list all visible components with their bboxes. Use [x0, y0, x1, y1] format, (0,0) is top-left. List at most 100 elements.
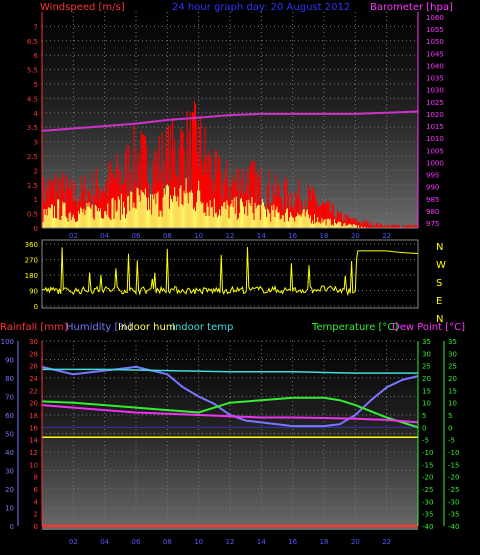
compass-s: S [436, 278, 442, 289]
wind-x-tick: 08 [163, 232, 172, 240]
wind-y-tick: 7 [34, 23, 38, 31]
temp-y-tick: 25 [422, 363, 431, 371]
rain-y-tick: 18 [29, 412, 38, 420]
indoor-temp-label: Indoor temp [172, 322, 233, 333]
humidity-y-tick: 100 [1, 338, 14, 346]
direction-y-tick: 90 [29, 288, 38, 296]
direction-axes: 0 90 180 270 360 [25, 241, 38, 311]
wind-baro-panel: Windspeed [m/s] 24 hour graph day: 20 Au… [27, 2, 453, 240]
wind-x-tick: 10 [194, 232, 203, 240]
temp-y-tick: 5 [422, 412, 426, 420]
direction-y-tick: 270 [25, 257, 38, 265]
baro-y-tick: 985 [426, 196, 439, 204]
temp-x-tick: 08 [163, 538, 172, 546]
baro-y-tick: 1055 [426, 26, 444, 34]
wind-y-tick: 3.5 [27, 124, 38, 132]
dew-y-tick: -10 [448, 449, 459, 457]
baro-y-tick: 1045 [426, 50, 444, 58]
baro-y-tick: 990 [426, 184, 439, 192]
dew-y-tick: -35 [448, 511, 459, 519]
dew-y-tick: 30 [448, 350, 457, 358]
wind-y-tick: 1.5 [27, 182, 38, 190]
humidity-y-tick: 50 [5, 431, 14, 439]
dew-y-tick: 10 [448, 400, 457, 408]
temp-y-tick: 15 [422, 387, 431, 395]
rain-y-tick: 24 [29, 375, 38, 383]
dewpoint-label: Dew Point [°C] [392, 322, 465, 333]
compass-n-top: N [436, 242, 443, 253]
temp-y-tick: -15 [422, 461, 433, 469]
humidity-y-tick: 70 [5, 394, 14, 402]
baro-y-tick: 1005 [426, 147, 444, 155]
temp-x-tick: 18 [320, 538, 329, 546]
baro-y-tick: 980 [426, 208, 439, 216]
rain-y-tick: 0 [34, 523, 38, 531]
wind-y-tick: 5.5 [27, 67, 38, 75]
direction-line [41, 247, 419, 297]
dew-y-tick: 35 [448, 338, 457, 346]
baro-y-tick: 1050 [426, 38, 444, 46]
graph-title: 24 hour graph day: 20 August 2012 [172, 2, 350, 13]
baro-y-tick: 975 [426, 220, 439, 228]
temp-x-tick: 02 [69, 538, 78, 546]
baro-y-tick: 995 [426, 172, 439, 180]
barometer-line [41, 110, 419, 132]
compass-e: E [436, 296, 442, 307]
wind-y-tick: 6 [34, 52, 39, 60]
wind-y-tick: 2.5 [27, 153, 38, 161]
dew-y-tick: 5 [448, 412, 452, 420]
dew-y-tick: 25 [448, 363, 457, 371]
wind-x-tick: 06 [132, 232, 141, 240]
dew-y-tick: -5 [448, 437, 455, 445]
baro-y-tick: 1015 [426, 123, 444, 131]
direction-y-tick: 360 [25, 241, 38, 249]
indoor-temp-line [42, 368, 418, 374]
compass-n-bottom: N [436, 314, 443, 325]
dew-y-tick: -20 [448, 474, 459, 482]
windspeed-label: Windspeed [m/s] [40, 2, 125, 13]
direction-panel: 0 90 180 270 360 N W S E N [25, 239, 446, 325]
rainfall-label: Rainfall [mm] [0, 322, 68, 333]
wind-x-tick: 20 [351, 232, 360, 240]
dew-y-tick: 20 [448, 375, 457, 383]
wind-x-tick: 16 [288, 232, 297, 240]
compass-w: W [436, 260, 446, 271]
wind-y-tick: 4 [34, 110, 39, 118]
dew-y-tick: 0 [448, 424, 452, 432]
temp-y-tick: -20 [422, 474, 433, 482]
temp-y-tick: 20 [422, 375, 431, 383]
rain-y-tick: 22 [29, 387, 38, 395]
indoor-hum-label: Indoor hum [118, 322, 176, 333]
temp-x-tick: 22 [382, 538, 391, 546]
dew-y-tick: 15 [448, 387, 457, 395]
humidity-y-tick: 10 [5, 505, 14, 513]
temp-hum-panel: Rainfall [mm] Humidity [%] Indoor hum In… [0, 322, 465, 546]
baro-y-tick: 1010 [426, 135, 444, 143]
temp-x-tick: 12 [226, 538, 235, 546]
temp-x-tick: 14 [257, 538, 266, 546]
rain-y-tick: 28 [29, 350, 38, 358]
wind-y-tick: 6.5 [27, 38, 38, 46]
dew-y-tick: -40 [448, 523, 459, 531]
wind-x-tick: 14 [257, 232, 266, 240]
rain-y-tick: 10 [29, 461, 38, 469]
temp-x-tick: 10 [194, 538, 203, 546]
rain-y-tick: 30 [29, 338, 38, 346]
humidity-y-tick: 90 [5, 357, 14, 365]
wind-x-tick: 22 [382, 232, 391, 240]
direction-series [41, 247, 419, 297]
rain-y-tick: 6 [34, 486, 39, 494]
rain-y-tick: 12 [29, 449, 38, 457]
barometer-label: Barometer [hpa] [370, 2, 453, 13]
temp-series [41, 365, 419, 528]
wind-x-tick: 04 [100, 232, 109, 240]
temp-axes: 02 04 06 08 10 12 14 16 18 20 22010203040506070809… [1, 338, 460, 546]
temp-x-tick: 16 [288, 538, 297, 546]
temp-y-tick: -10 [422, 449, 433, 457]
baro-y-tick: 1020 [426, 111, 444, 119]
humidity-y-tick: 80 [5, 375, 14, 383]
baro-y-tick: 1035 [426, 75, 444, 83]
temp-y-tick: -25 [422, 486, 433, 494]
baro-y-tick: 1025 [426, 99, 444, 107]
